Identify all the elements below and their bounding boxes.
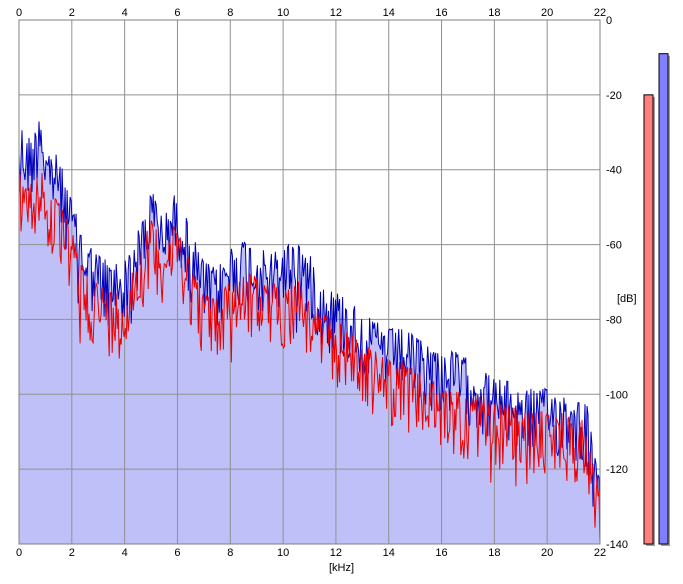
x-tick-label-bottom: 10 [277,547,289,559]
series-layer [18,121,601,545]
x-tick-label-bottom: 2 [69,547,75,559]
plot-frame [18,19,601,545]
x-tick-label-bottom: 4 [122,547,128,559]
x-tick-label-bottom: 0 [16,547,22,559]
x-tick-label-top: 0 [16,7,22,19]
x-tick-label-top: 16 [435,7,447,19]
x-tick-label-top: 12 [330,7,342,19]
x-tick-label-top: 4 [122,7,128,19]
level-meter-red [643,94,655,546]
x-tick-label-top: 22 [594,7,606,19]
x-tick-label-bottom: 22 [594,547,606,559]
series-line-red [18,173,601,545]
y-tick-label: -140 [606,539,628,551]
x-tick-label-top: 8 [227,7,233,19]
x-tick-label-bottom: 8 [227,547,233,559]
x-tick-label-bottom: 14 [383,547,395,559]
series-line-blue [18,121,601,541]
y-tick-label: 0 [606,15,612,27]
y-tick-label: -20 [606,90,622,102]
x-tick-label-bottom: 12 [330,547,342,559]
y-tick-label: -40 [606,165,622,177]
x-tick-label-bottom: 20 [541,547,553,559]
x-tick-label-top: 18 [488,7,500,19]
x-tick-label-top: 2 [69,7,75,19]
x-tick-label-bottom: 16 [435,547,447,559]
x-tick-label-bottom: 18 [488,547,500,559]
x-tick-label-top: 6 [174,7,180,19]
y-tick-label: -120 [606,464,628,476]
x-tick-label-top: 10 [277,7,289,19]
x-tick-label-top: 20 [541,7,553,19]
level-meter-bar [658,53,669,545]
level-meter-bar [643,94,654,545]
y-tick-label: -60 [606,240,622,252]
x-axis-unit-label: [kHz] [329,562,354,574]
y-axis-unit-label: [dB] [617,293,637,305]
level-meter-blue [658,53,670,546]
level-meter-group [643,53,670,546]
x-tick-label-top: 14 [383,7,395,19]
x-tick-label-bottom: 6 [174,547,180,559]
tick-label-layer: 002244668810101212141416161818202022220-… [16,7,628,559]
y-tick-label: -100 [606,389,628,401]
y-tick-label: -80 [606,314,622,326]
